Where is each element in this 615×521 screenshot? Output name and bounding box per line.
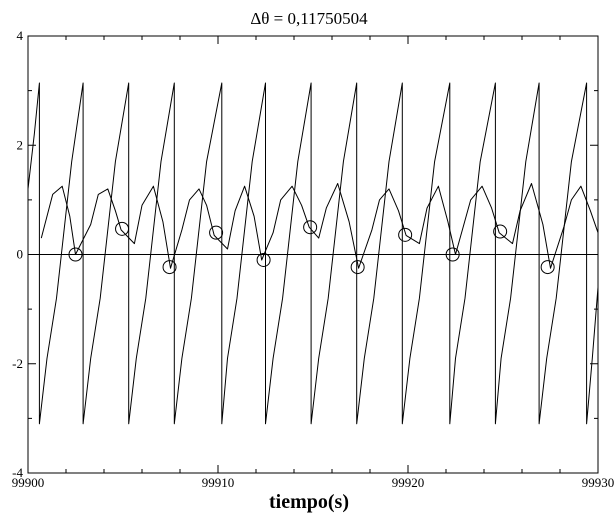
series-line-sawtooth xyxy=(27,82,599,425)
x-axis-label: tiempo(s) xyxy=(269,491,349,513)
y-tick-label: 0 xyxy=(17,247,24,262)
data-marker xyxy=(350,260,365,275)
x-tick-label: 99930 xyxy=(582,475,615,490)
data-marker xyxy=(115,221,130,236)
x-tick-label: 99910 xyxy=(202,475,235,490)
y-tick-label: -2 xyxy=(12,356,23,371)
y-tick-label: -4 xyxy=(12,465,23,480)
data-marker xyxy=(303,220,318,235)
data-marker xyxy=(256,252,271,267)
data-marker xyxy=(445,247,460,262)
data-marker xyxy=(209,225,224,240)
data-marker xyxy=(162,260,177,275)
y-tick-label: 4 xyxy=(17,28,24,43)
data-marker xyxy=(493,224,508,239)
data-marker xyxy=(398,227,413,242)
y-tick-label: 2 xyxy=(17,137,24,152)
series-line-humps xyxy=(40,183,599,269)
chart-title: Δθ = 0,11750504 xyxy=(250,9,368,28)
x-tick-label: 99900 xyxy=(12,475,45,490)
data-marker xyxy=(68,247,83,262)
x-tick-label: 99920 xyxy=(392,475,425,490)
data-marker xyxy=(540,260,555,275)
